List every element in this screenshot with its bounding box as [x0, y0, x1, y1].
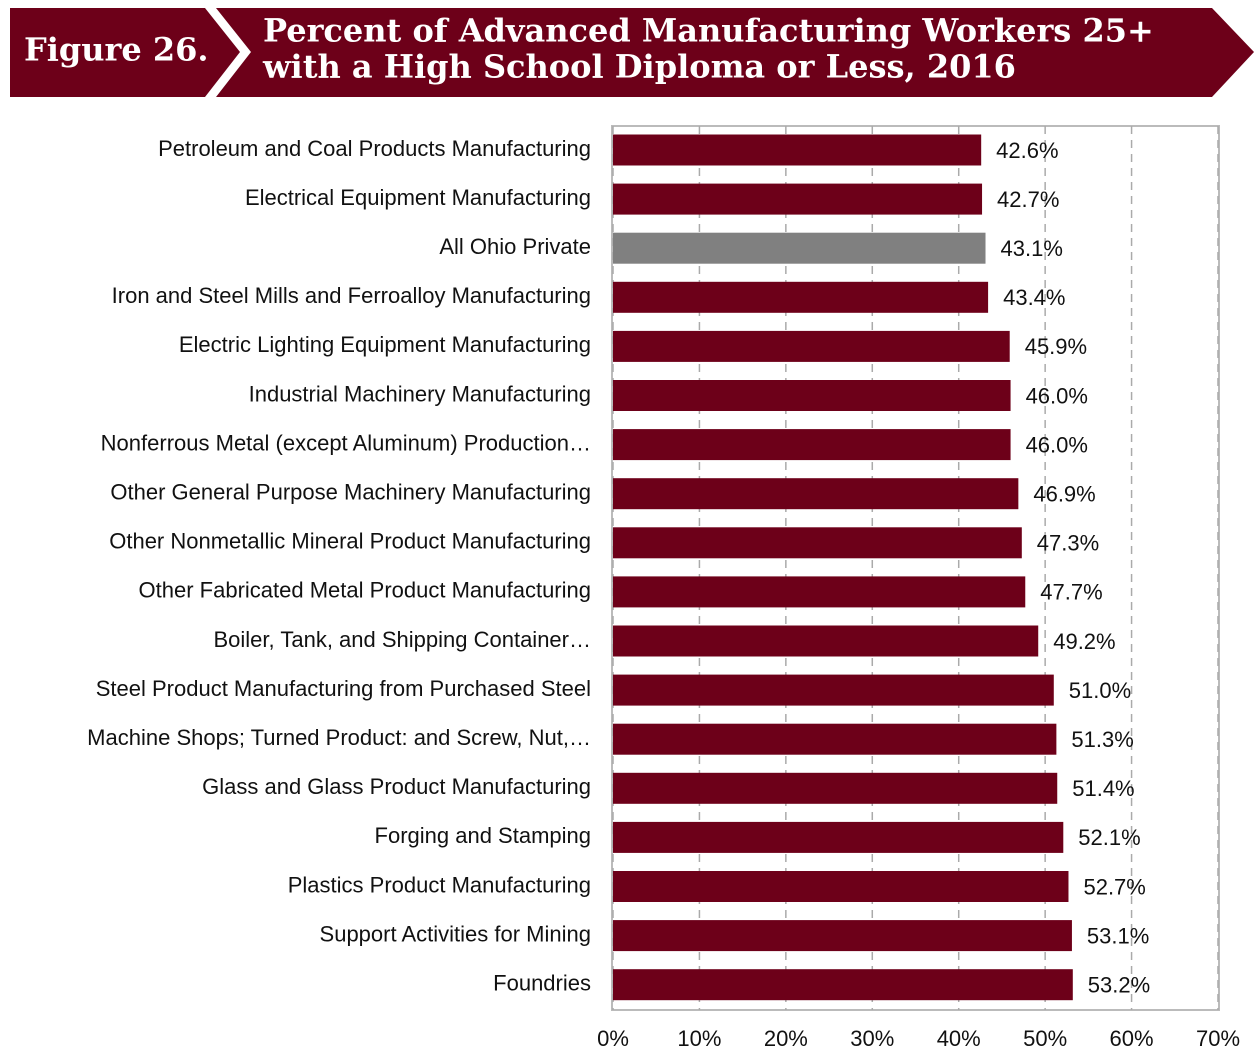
value-label: 46.0%: [1026, 383, 1088, 408]
chart-title: Percent of Advanced Manufacturing Worker…: [263, 12, 1154, 50]
value-label: 43.4%: [1003, 285, 1065, 310]
bar: [613, 821, 1064, 853]
bar: [613, 723, 1057, 755]
y-tick-label: Foundries: [493, 971, 591, 996]
y-tick-label: Plastics Product Manufacturing: [288, 872, 591, 897]
bar: [613, 772, 1058, 804]
bar: [613, 281, 989, 313]
bar: [613, 920, 1072, 952]
y-tick-label: Forging and Stamping: [375, 823, 591, 848]
title-banner: [216, 8, 1254, 97]
figure-label: Figure 26.: [24, 31, 209, 69]
value-label: 53.1%: [1087, 923, 1149, 948]
y-tick-label: Other Fabricated Metal Product Manufactu…: [139, 578, 591, 603]
y-tick-label: Other Nonmetallic Mineral Product Manufa…: [109, 529, 591, 554]
bar: [613, 429, 1011, 461]
x-tick-label: 0%: [597, 1026, 629, 1051]
y-tick-label: Electric Lighting Equipment Manufacturin…: [179, 332, 591, 357]
value-label: 45.9%: [1025, 334, 1087, 359]
bar: [613, 232, 986, 264]
x-tick-label: 70%: [1196, 1026, 1240, 1051]
y-tick-label: Industrial Machinery Manufacturing: [249, 381, 591, 406]
value-label: 42.7%: [997, 187, 1059, 212]
y-tick-label: Other General Purpose Machinery Manufact…: [110, 480, 591, 505]
bar: [613, 380, 1011, 411]
x-tick-label: 60%: [1110, 1026, 1154, 1051]
bar: [613, 330, 1010, 362]
bar: [613, 134, 982, 166]
y-tick-label: Nonferrous Metal (except Aluminum) Produ…: [101, 430, 591, 455]
y-tick-label: Petroleum and Coal Products Manufacturin…: [158, 136, 591, 161]
value-label: 46.9%: [1033, 482, 1095, 507]
x-tick-label: 10%: [677, 1026, 721, 1051]
bar: [613, 183, 983, 215]
y-tick-label: Machine Shops; Turned Product: and Screw…: [87, 725, 591, 750]
value-label: 51.3%: [1071, 727, 1133, 752]
bar: [613, 576, 1026, 608]
bar: [613, 527, 1022, 559]
value-label: 47.3%: [1037, 531, 1099, 556]
y-tick-label: Support Activities for Mining: [320, 921, 591, 946]
x-tick-label: 20%: [764, 1026, 808, 1051]
y-tick-label: All Ohio Private: [439, 234, 591, 259]
bar: [613, 625, 1039, 657]
plot-frame: [611, 125, 1220, 1011]
y-tick-label: Steel Product Manufacturing from Purchas…: [96, 676, 591, 701]
y-tick-label: Glass and Glass Product Manufacturing: [202, 774, 591, 799]
chart-title: with a High School Diploma or Less, 2016: [262, 48, 1016, 86]
value-label: 49.2%: [1053, 629, 1115, 654]
value-label: 52.1%: [1078, 825, 1140, 850]
value-label: 53.2%: [1088, 973, 1150, 998]
y-tick-label: Iron and Steel Mills and Ferroalloy Manu…: [112, 283, 591, 308]
value-label: 51.0%: [1069, 678, 1131, 703]
value-label: 51.4%: [1072, 776, 1134, 801]
y-tick-label: Electrical Equipment Manufacturing: [245, 185, 591, 210]
bar: [613, 478, 1019, 510]
value-label: 43.1%: [1001, 236, 1063, 261]
x-tick-label: 40%: [937, 1026, 981, 1051]
value-label: 46.0%: [1026, 432, 1088, 457]
value-label: 52.7%: [1083, 874, 1145, 899]
bar: [613, 871, 1069, 902]
figure-label-box: [10, 8, 240, 97]
value-label: 42.6%: [996, 138, 1058, 163]
bar: [613, 969, 1073, 1001]
bar: [613, 674, 1054, 706]
x-tick-label: 30%: [850, 1026, 894, 1051]
x-tick-label: 50%: [1023, 1026, 1067, 1051]
y-tick-label: Boiler, Tank, and Shipping Container…: [213, 627, 591, 652]
value-label: 47.7%: [1040, 580, 1102, 605]
